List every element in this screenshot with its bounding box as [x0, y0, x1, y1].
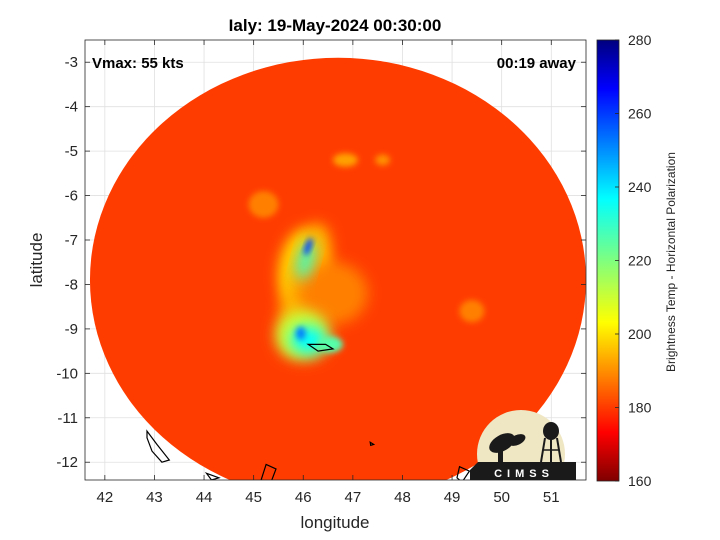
- x-tick-label: 48: [394, 489, 411, 506]
- x-tick-label: 45: [245, 489, 262, 506]
- colorbar-tick-label: 260: [628, 106, 652, 122]
- chart-title: Ialy: 19-May-2024 00:30:00: [229, 16, 442, 35]
- x-tick-label: 46: [295, 489, 312, 506]
- swath-feature: [298, 262, 368, 325]
- colorbar-tick-label: 200: [628, 326, 652, 342]
- y-tick-label: -8: [65, 276, 78, 293]
- y-tick-label: -7: [65, 232, 78, 249]
- cimss-logo-text: CIMSS: [494, 468, 554, 480]
- y-tick-label: -6: [65, 188, 78, 205]
- x-tick-label: 47: [345, 489, 362, 506]
- colorbar: 160 180 200 220 240 260 280 Brightness Temp - …: [596, 32, 678, 489]
- y-tick-label: -11: [57, 410, 78, 427]
- swath-feature: [295, 326, 306, 341]
- swath-feature: [375, 154, 391, 166]
- cimss-logo: CIMSS: [470, 410, 576, 480]
- colorbar-tick-label: 280: [628, 32, 652, 48]
- y-axis-label: latitude: [27, 233, 46, 288]
- x-tick-label: 51: [543, 489, 560, 506]
- coastline: [260, 463, 277, 480]
- y-tick-label: -5: [65, 143, 78, 160]
- colorbar-tick-label: 240: [628, 179, 652, 195]
- y-tick-label: -12: [56, 454, 78, 471]
- colorbar-ticks: 160 180 200 220 240 260 280: [615, 32, 652, 489]
- time-offset-annotation: 00:19 away: [497, 55, 577, 72]
- colorbar-label: Brightness Temp - Horizontal Polarizatio…: [664, 152, 678, 372]
- coastlines: [146, 343, 471, 480]
- coastline: [204, 472, 221, 480]
- swath-feature: [304, 238, 313, 256]
- coastline: [456, 465, 471, 480]
- swath-feature: [459, 300, 485, 323]
- colorbar-tick-label: 160: [628, 473, 652, 489]
- y-tick-label: -4: [65, 99, 78, 116]
- vmax-annotation: Vmax: 55 kts: [92, 55, 184, 72]
- y-tick-label: -10: [56, 365, 78, 382]
- swath-feature: [296, 240, 315, 280]
- coastline: [146, 429, 171, 463]
- x-tick-label: 43: [146, 489, 163, 506]
- colorbar-tick-label: 220: [628, 253, 652, 269]
- x-tick-label: 44: [196, 489, 213, 506]
- x-tick-label: 49: [444, 489, 461, 506]
- x-axis-label: longitude: [300, 513, 369, 532]
- y-axis-ticks: -3 -4 -5 -6 -7 -8 -9 -10 -11 -12: [56, 54, 586, 471]
- plot-frame: [84, 39, 587, 481]
- x-tick-label: 42: [96, 489, 113, 506]
- coastline: [369, 440, 376, 447]
- x-tick-label: 50: [493, 489, 510, 506]
- colorbar-tick-label: 180: [628, 400, 652, 416]
- y-tick-label: -3: [65, 54, 78, 71]
- brightness-temp-swath: [90, 57, 586, 480]
- y-tick-label: -9: [65, 321, 78, 338]
- coastline: [306, 343, 335, 352]
- swath-feature: [248, 191, 279, 218]
- swath-feature: [318, 336, 343, 353]
- swath-feature: [333, 153, 358, 167]
- x-axis-ticks: 42 43 44 45 46 47 48 49 50 51: [96, 40, 560, 506]
